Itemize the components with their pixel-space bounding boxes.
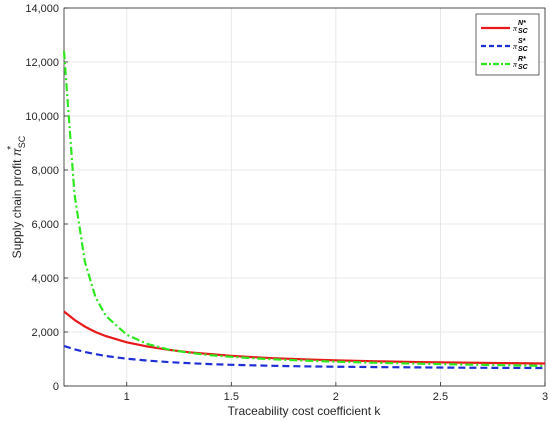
y-axis-label-main: Supply chain profit — [10, 156, 24, 258]
x-tick-label: 1 — [124, 391, 130, 403]
x-tick-label: 1.5 — [224, 391, 239, 403]
y-tick-label: 8,000 — [31, 165, 59, 177]
y-axis-label-sub: SC — [17, 135, 27, 148]
x-tick-label: 2 — [333, 391, 339, 403]
x-tick-label: 2.5 — [433, 391, 448, 403]
y-axis-label: Supply chain profit πSC* — [6, 135, 27, 258]
grid-lines — [64, 7, 546, 387]
y-tick-label: 12,000 — [25, 57, 59, 69]
legend-sub: SC — [518, 64, 529, 71]
series-line-2 — [63, 344, 546, 370]
legend-symbol: π — [513, 42, 518, 51]
legend: πSCN*πSCS*πSCR* — [475, 13, 540, 76]
legend-sup: S* — [518, 38, 526, 45]
x-axis-label: Traceability cost coefficient k — [228, 404, 382, 418]
series-lines — [62, 51, 546, 370]
y-tick-label: 4,000 — [31, 273, 59, 285]
legend-symbol: π — [513, 24, 518, 33]
x-tick-label: 3 — [542, 391, 548, 403]
legend-sub: SC — [518, 46, 529, 53]
y-tick-label: 2,000 — [31, 327, 59, 339]
legend-entry-2: πSCS* — [513, 38, 529, 53]
y-tick-label: 6,000 — [31, 219, 59, 231]
legend-sup: N* — [518, 20, 526, 27]
legend-entry-1: πSCN* — [513, 20, 529, 35]
legend-sub: SC — [518, 28, 529, 35]
legend-box — [475, 13, 540, 76]
plot-area-frame — [63, 7, 546, 387]
series-line-3 — [62, 51, 546, 367]
y-tick-label: 10,000 — [25, 111, 59, 123]
legend-symbol: π — [513, 60, 518, 69]
legend-sup: R* — [518, 56, 526, 63]
y-axis-ticks: 0 2,000 4,000 6,000 8,000 10,000 12,000 14,000 — [25, 3, 68, 393]
legend-entry-3: πSCR* — [513, 56, 529, 71]
series-line-1 — [63, 310, 546, 365]
y-tick-label: 0 — [53, 381, 59, 393]
x-axis-ticks: 1 1.5 2 2.5 3 — [124, 382, 548, 403]
y-tick-label: 14,000 — [25, 3, 59, 15]
y-axis-label-sup: * — [6, 146, 17, 150]
y-axis-label-symbol: π — [10, 147, 24, 156]
